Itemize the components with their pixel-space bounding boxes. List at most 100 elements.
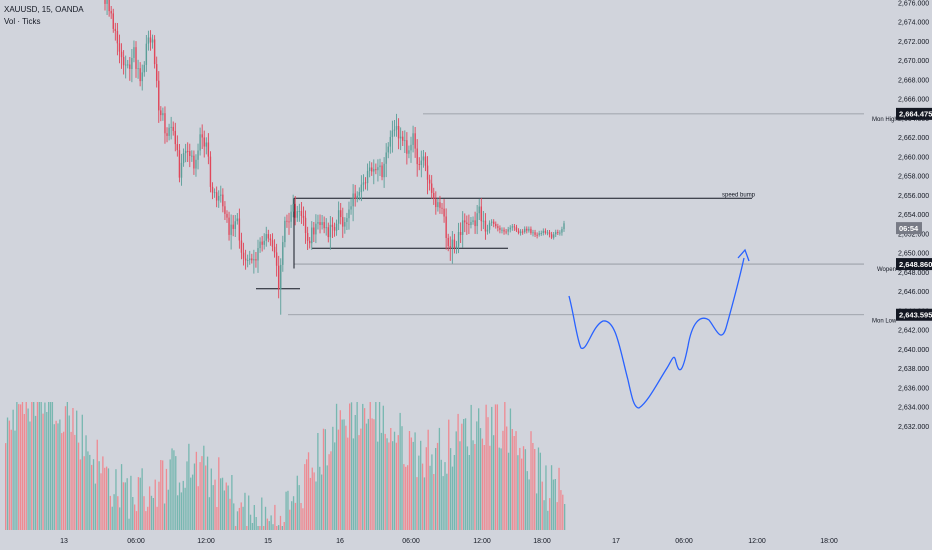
volume-bar	[156, 506, 158, 530]
candle-body	[457, 232, 460, 247]
candle-body	[203, 137, 205, 147]
candle-body	[160, 110, 162, 116]
candle-body	[176, 144, 179, 151]
candle-body	[284, 220, 286, 243]
symbol-title[interactable]: XAUUSD, 15, OANDA	[4, 5, 84, 14]
candle-body	[172, 126, 174, 131]
volume-bar	[307, 452, 310, 530]
volume-bar	[545, 465, 547, 530]
volume-bar	[416, 477, 418, 530]
volume-bar	[119, 507, 121, 530]
candle-body	[197, 150, 199, 160]
volume-bar	[504, 402, 506, 530]
candle-body	[515, 227, 518, 231]
volume-bar	[134, 504, 136, 530]
price-tick-label: 2,638.000	[898, 366, 929, 373]
volume-bar	[418, 455, 420, 530]
candle-body	[366, 170, 369, 184]
candle-body	[379, 165, 381, 168]
volume-bar	[304, 464, 306, 530]
volume-bar	[61, 433, 63, 530]
volume-bar	[8, 420, 11, 530]
volume-bar	[483, 445, 485, 530]
volume-bar	[214, 479, 216, 530]
candle-body	[344, 222, 346, 227]
volume-bar	[397, 435, 399, 530]
volume-bar	[367, 418, 370, 530]
candle-body	[143, 64, 145, 73]
volume-bar	[306, 459, 308, 530]
candle-body	[149, 37, 152, 43]
price-tick-label: 2,666.000	[898, 97, 929, 104]
volume-bar	[184, 487, 186, 530]
volume-bar	[479, 428, 482, 530]
volume-bar	[77, 442, 80, 530]
volume-bar	[62, 431, 65, 530]
candle-body	[373, 169, 375, 172]
volume-bar	[491, 406, 493, 530]
time-axis[interactable]: 13 06:00 12:00 15 16 06:00 12:00 18:00 17 06:00 12…	[60, 538, 838, 545]
volume-bar	[326, 465, 328, 530]
candle-body	[507, 229, 509, 232]
volume-bar	[191, 474, 194, 530]
candle-body	[238, 218, 241, 241]
volume-bar	[152, 498, 155, 530]
volume-bar	[378, 402, 381, 530]
price-tick-label: 2,662.000	[898, 135, 929, 142]
volume-bar	[530, 431, 532, 530]
volume-bar	[322, 428, 325, 530]
volume-bar	[115, 469, 117, 530]
candle-body	[408, 150, 410, 154]
volume-bar	[350, 402, 353, 530]
volume-bar	[145, 511, 147, 530]
volume-bar	[167, 489, 169, 530]
candle-body	[445, 216, 447, 238]
candle-body	[298, 211, 301, 212]
volume-bar	[212, 485, 214, 530]
candle-body	[393, 129, 396, 131]
price-axis[interactable]: 2,676.000 2,674.000 2,672.000 2,670.000 2,66…	[896, 1, 932, 431]
volume-bar	[263, 526, 265, 530]
candle-body	[519, 231, 522, 233]
candle-body	[306, 233, 309, 241]
candle-body	[352, 193, 354, 207]
volume-bar	[556, 502, 558, 530]
volume-bar	[42, 413, 44, 530]
candle-body	[321, 222, 323, 226]
candle-body	[133, 47, 135, 58]
volume-bar	[221, 477, 224, 530]
candle-body	[418, 164, 420, 165]
volume-bar	[109, 495, 112, 530]
volume-bar	[259, 526, 261, 530]
volume-bar	[373, 419, 375, 530]
candle-body	[513, 226, 516, 228]
candle-body	[104, 0, 106, 4]
candle-body	[542, 230, 545, 233]
candle-body	[300, 211, 303, 216]
volume-bar	[521, 458, 523, 530]
candle-body	[447, 237, 449, 247]
volume-bar	[128, 518, 130, 530]
price-tag-bg	[896, 308, 932, 321]
candle-body	[184, 150, 187, 154]
volume-bar	[459, 441, 461, 530]
volume-indicator-label[interactable]: Vol · Ticks	[4, 17, 41, 26]
volume-bars	[5, 402, 566, 530]
candle-body	[201, 134, 203, 138]
volume-bar	[104, 467, 106, 530]
volume-bar	[455, 431, 457, 530]
volume-bar	[29, 421, 31, 530]
level-label: Mon Low	[872, 319, 897, 325]
volume-bar	[414, 432, 416, 530]
volume-bar	[522, 446, 525, 530]
candle-body	[478, 206, 480, 214]
volume-bar	[382, 405, 384, 530]
price-tag-bg	[896, 222, 922, 235]
volume-bar	[208, 497, 211, 530]
volume-bar	[143, 496, 145, 530]
candle-body	[534, 232, 536, 235]
price-tick-label: 2,634.000	[898, 405, 929, 412]
candle-body	[464, 220, 466, 223]
